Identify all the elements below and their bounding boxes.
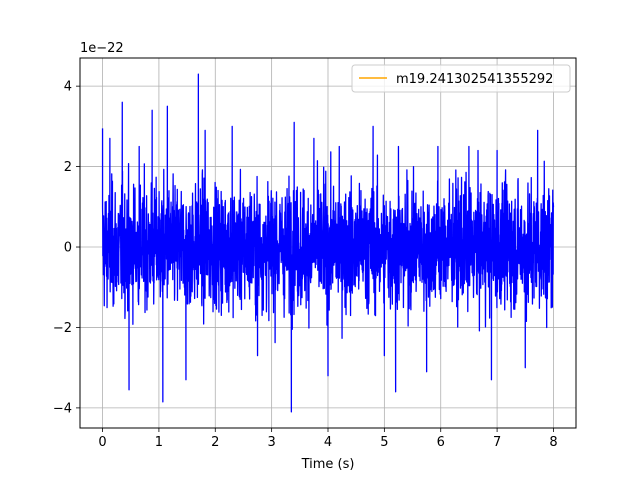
y-tick-label: 2: [64, 160, 72, 175]
x-axis-ticks: 0 1 2 3 4 5 6 7 8: [98, 428, 558, 450]
y-tick-label: −2: [53, 321, 72, 336]
y-offset-text: 1e−22: [80, 41, 124, 56]
x-tick-label: 8: [549, 435, 557, 450]
y-tick-label: 0: [64, 241, 72, 256]
x-tick-label: 0: [98, 435, 106, 450]
legend-entry-label: m19.241302541355292: [396, 72, 553, 87]
x-tick-label: 1: [155, 435, 163, 450]
legend: m19.241302541355292: [351, 64, 571, 93]
x-tick-label: 2: [211, 435, 219, 450]
x-tick-label: 6: [437, 435, 445, 450]
series-layer: [101, 73, 555, 413]
signal-series-line: [101, 73, 555, 413]
x-tick-label: 3: [267, 435, 275, 450]
y-tick-label: −4: [53, 401, 72, 416]
x-tick-label: 5: [380, 435, 388, 450]
y-tick-label: 4: [64, 80, 72, 95]
legend-box: [351, 64, 571, 93]
x-tick-label: 7: [493, 435, 501, 450]
x-tick-label: 4: [324, 435, 332, 450]
y-axis-ticks: −4 −2 0 2 4: [53, 80, 80, 416]
x-axis-label: Time (s): [301, 457, 355, 472]
